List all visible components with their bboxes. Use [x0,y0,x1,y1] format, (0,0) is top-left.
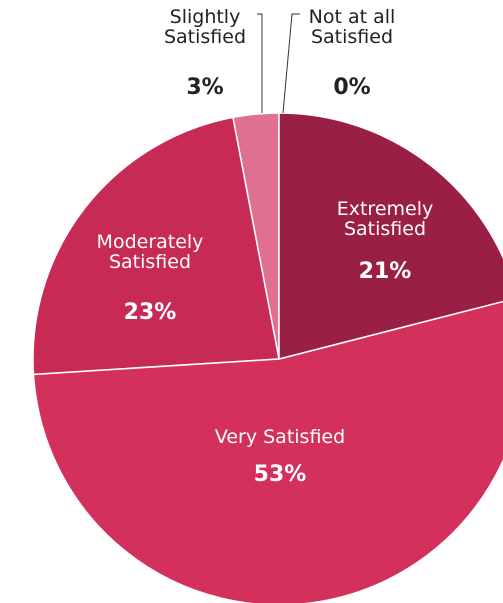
slice-label: Slightly Satisfied [163,6,247,48]
pie-slice [32,300,503,603]
slice-label: Extremely Satisfied [336,198,434,240]
slice-label: Moderately Satisfied [96,231,204,273]
value-label: 21% [358,259,412,284]
value-label: 53% [253,462,307,487]
pie-slice [32,116,280,376]
leader-line [257,13,263,113]
leader-line [282,13,300,114]
value-label: 23% [123,300,177,325]
value-label: 0% [333,75,371,100]
slice-label: Very Satisfied [214,426,346,448]
pie-slice [278,112,503,360]
value-label: 3% [186,75,224,100]
slice-label: Not at all Satisfied [308,6,396,48]
